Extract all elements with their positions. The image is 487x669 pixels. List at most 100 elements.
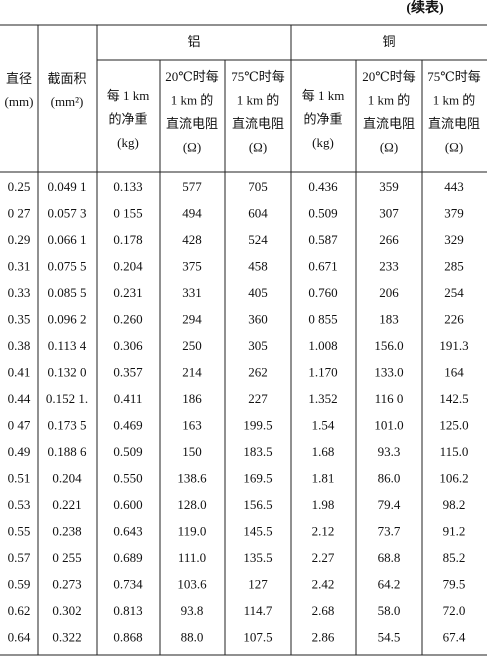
- cell: 142.5: [439, 391, 468, 406]
- cell: 0.53: [8, 497, 31, 512]
- cell: 494: [182, 205, 202, 220]
- cell: 101.0: [374, 417, 403, 432]
- cell: 0.066 1: [48, 232, 87, 247]
- column-header: (Ω): [380, 139, 398, 154]
- cell: 111.0: [178, 550, 206, 565]
- cell: 266: [379, 232, 399, 247]
- column-header: 20℃时每: [165, 69, 219, 84]
- column-header: 每 1 km: [302, 88, 345, 103]
- column-header: 每 1 km: [107, 88, 150, 103]
- cell: 0.306: [113, 338, 143, 353]
- cell: 186: [182, 391, 202, 406]
- cell: 0.188 6: [48, 444, 88, 459]
- cell: 91.2: [443, 523, 466, 538]
- column-header: 1 km 的: [237, 92, 280, 107]
- cell: 0.173 5: [48, 417, 87, 432]
- cell: 379: [444, 205, 464, 220]
- cell: 0.51: [8, 470, 31, 485]
- cell: 0.204: [52, 470, 82, 485]
- cell: 0.133: [113, 179, 142, 194]
- cell: 107.5: [243, 629, 272, 644]
- cell: 2.68: [312, 603, 335, 618]
- column-header: (mm²): [51, 94, 84, 109]
- cell: 0 855: [308, 311, 337, 326]
- cell: 164: [444, 364, 464, 379]
- cell: 169.5: [243, 470, 272, 485]
- cell: 0.260: [113, 311, 142, 326]
- cell: 0 27: [8, 205, 31, 220]
- cell: 214: [182, 364, 202, 379]
- cell: 0.29: [8, 232, 31, 247]
- cell: 156.5: [243, 497, 272, 512]
- cell: 68.8: [378, 550, 401, 565]
- cell: 0.096 2: [48, 311, 87, 326]
- cell: 135.5: [243, 550, 272, 565]
- cell: 116 0: [375, 391, 404, 406]
- cell: 285: [444, 258, 464, 273]
- cell: 375: [182, 258, 202, 273]
- cell: 331: [182, 285, 202, 300]
- cell: 1.98: [312, 497, 335, 512]
- column-header: 75℃时每: [231, 69, 285, 84]
- cell: 98.2: [443, 497, 466, 512]
- cell: 119.0: [178, 523, 207, 538]
- cell: 138.6: [177, 470, 207, 485]
- cell: 0.62: [8, 603, 31, 618]
- cell: 0.44: [8, 391, 31, 406]
- cell: 0.075 5: [48, 258, 87, 273]
- cell: 705: [248, 179, 268, 194]
- column-header: 截面积: [47, 71, 86, 86]
- cell: 250: [182, 338, 202, 353]
- cell: 0.35: [8, 311, 31, 326]
- cell: 0.302: [52, 603, 81, 618]
- cell: 125.0: [439, 417, 468, 432]
- cell: 262: [248, 364, 268, 379]
- cell: 2.27: [312, 550, 335, 565]
- cell: 93.8: [181, 603, 204, 618]
- cell: 0.132 0: [48, 364, 87, 379]
- cell: 79.4: [378, 497, 401, 512]
- cell: 0.085 5: [48, 285, 87, 300]
- cell: 1.54: [312, 417, 335, 432]
- column-header: (kg): [117, 135, 139, 150]
- cell: 0.231: [113, 285, 142, 300]
- cell: 191.3: [439, 338, 468, 353]
- cell: 150: [182, 444, 202, 459]
- cell: 88.0: [181, 629, 204, 644]
- cell: 0 47: [8, 417, 31, 432]
- cell: 0.25: [8, 179, 31, 194]
- cell: 0.59: [8, 576, 31, 591]
- cell: 0.509: [308, 205, 337, 220]
- cell: 0.411: [114, 391, 143, 406]
- cell: 0.600: [113, 497, 142, 512]
- cell: 1.170: [308, 364, 337, 379]
- cell: 2.12: [312, 523, 335, 538]
- cell: 0.813: [113, 603, 142, 618]
- column-header: (mm): [5, 94, 34, 109]
- cell: 103.6: [177, 576, 207, 591]
- cell: 0.587: [308, 232, 338, 247]
- cell: 206: [379, 285, 399, 300]
- cell: 0.436: [308, 179, 338, 194]
- column-header: 20℃时每: [362, 69, 416, 84]
- cell: 1.68: [312, 444, 335, 459]
- cell: 0.671: [308, 258, 337, 273]
- cell: 73.7: [378, 523, 401, 538]
- cell: 54.5: [378, 629, 401, 644]
- cell: 443: [444, 179, 464, 194]
- cell: 127: [248, 576, 268, 591]
- cell: 1.008: [308, 338, 337, 353]
- cell: 458: [248, 258, 268, 273]
- cell: 360: [248, 311, 268, 326]
- group-header: 铝: [187, 34, 200, 49]
- cell: 0 255: [52, 550, 81, 565]
- cell: 0.760: [308, 285, 337, 300]
- cell: 1.352: [308, 391, 337, 406]
- cell: 72.0: [443, 603, 466, 618]
- cell: 0.057 3: [48, 205, 87, 220]
- cell: 0.469: [113, 417, 142, 432]
- cell: 0 155: [113, 205, 142, 220]
- cell: 2.42: [312, 576, 335, 591]
- cell: 0.113 4: [48, 338, 87, 353]
